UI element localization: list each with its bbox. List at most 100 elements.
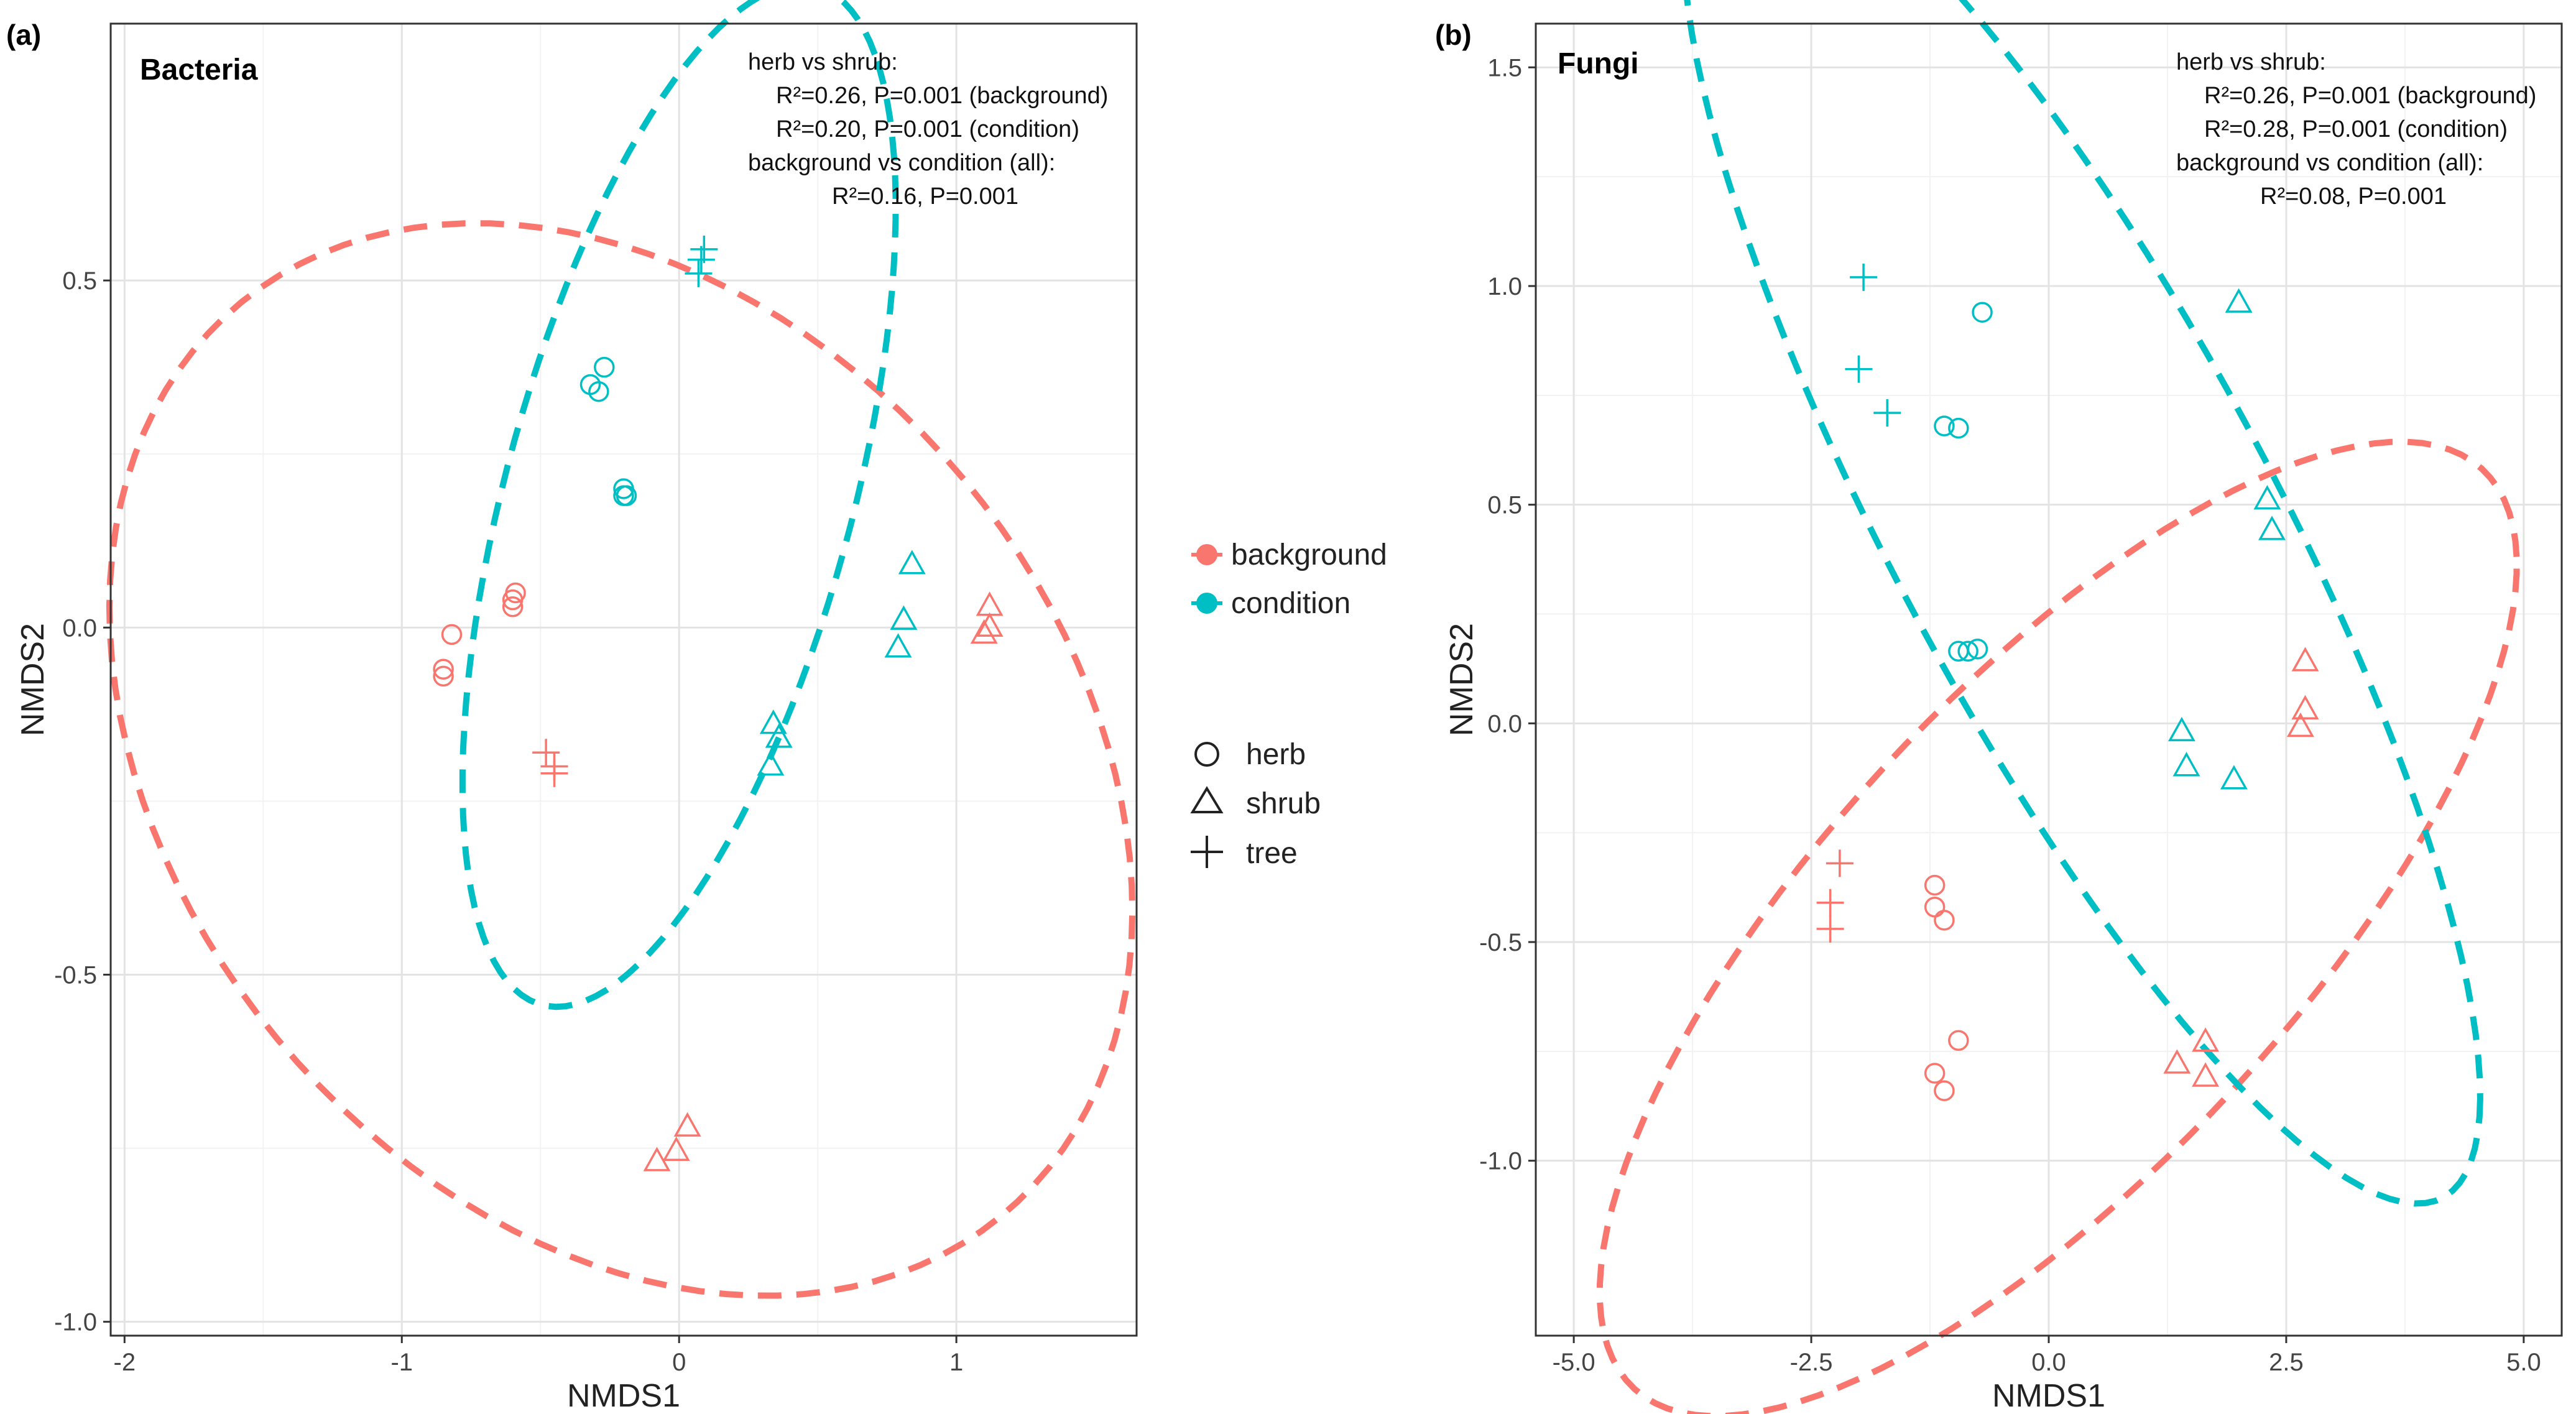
- panel-a-annot-3: R²=0.20, P=0.001 (condition): [776, 116, 1079, 142]
- panel-b-y-axis-title: NMDS2: [1444, 623, 1480, 736]
- x-tick-label: 0.0: [2031, 1349, 2066, 1376]
- y-tick-label: 1.5: [1487, 54, 1522, 81]
- y-tick-label: 1.0: [1487, 273, 1522, 300]
- legend-key-dot-background: [1196, 544, 1217, 565]
- panel-a-gridlines: [111, 24, 1137, 1336]
- ellipse-condition: [1684, 0, 2483, 1207]
- panel-a-tag: (a): [6, 19, 41, 51]
- legend-item-herb: herb: [1194, 738, 1306, 771]
- point-condition-herb: [1972, 302, 1993, 323]
- point-condition-herb: [1934, 415, 1955, 437]
- legend-label-background: background: [1231, 538, 1387, 571]
- panel-b-x-axis-title: NMDS1: [1992, 1378, 2105, 1414]
- panel-b-ellipses: [1597, 0, 2520, 1414]
- legend-herb-circle-icon: [1194, 742, 1219, 767]
- y-tick-label: 0.5: [62, 267, 97, 295]
- point-background-tree: [1826, 849, 1854, 877]
- point-background-tree: [1816, 915, 1844, 943]
- panel-b-annot-2: R²=0.26, P=0.001 (background): [2204, 83, 2536, 109]
- point-background-herb: [505, 582, 526, 604]
- panel-a-y-axis-title: NMDS2: [15, 623, 51, 736]
- point-background-shrub: [2163, 1049, 2191, 1074]
- y-tick-label: -0.5: [1479, 929, 1522, 956]
- legend-shrub-triangle-icon: [1190, 786, 1224, 813]
- point-background-shrub: [2291, 647, 2319, 672]
- point-condition-shrub: [890, 605, 918, 630]
- panel-b-x-axis: -5.0 -2.5 0.0 2.5 5.0: [1553, 1336, 2541, 1376]
- point-background-herb: [1934, 910, 1955, 931]
- point-background-tree: [1816, 889, 1844, 917]
- panel-b-annot-3: R²=0.28, P=0.001 (condition): [2204, 116, 2508, 142]
- point-background-herb: [1924, 1063, 1946, 1084]
- point-background-herb: [1934, 1080, 1955, 1101]
- x-tick-label: -2: [114, 1349, 136, 1376]
- panel-a-title: Bacteria: [140, 53, 258, 86]
- x-tick-label: -1: [390, 1349, 413, 1376]
- point-background-herb: [1948, 1030, 1969, 1051]
- y-tick-label: -0.5: [54, 961, 97, 989]
- point-condition-shrub: [2220, 765, 2248, 790]
- point-condition-herb: [1957, 640, 1978, 662]
- point-condition-tree: [687, 246, 715, 274]
- point-condition-shrub: [2253, 485, 2281, 510]
- y-tick-label: -1.0: [1479, 1148, 1522, 1175]
- point-condition-herb: [588, 381, 609, 402]
- panel-a-plot-area: [111, 24, 1137, 1336]
- y-tick-label: -1.0: [54, 1309, 97, 1336]
- panel-a-annot-1: herb vs shrub:: [748, 49, 898, 75]
- x-tick-label: 1: [949, 1349, 963, 1376]
- point-background-herb: [441, 624, 463, 645]
- point-background-herb: [502, 596, 524, 617]
- point-condition-herb: [1948, 640, 1969, 662]
- legend-label-herb: herb: [1246, 738, 1306, 771]
- legend-item-shrub: shrub: [1190, 786, 1321, 820]
- point-background-shrub: [976, 612, 1004, 637]
- panel-a-annot-4: background vs condition (all):: [748, 150, 1055, 176]
- point-condition-shrub: [759, 709, 787, 734]
- point-condition-herb: [1948, 417, 1969, 439]
- panel-b-annot-5: R²=0.08, P=0.001: [2260, 183, 2447, 210]
- panel-a-annot-5: R²=0.16, P=0.001: [832, 183, 1018, 210]
- point-condition-shrub: [2225, 288, 2253, 313]
- ellipse-condition: [459, 0, 899, 1010]
- panel-b-annot-4: background vs condition (all):: [2176, 150, 2483, 176]
- panel-a-annot-2: R²=0.26, P=0.001 (background): [776, 83, 1108, 109]
- point-background-shrub: [970, 619, 998, 644]
- panel-a-y-axis: -1.0 -0.5 0.0 0.5: [54, 267, 111, 1336]
- point-background-tree: [540, 759, 568, 787]
- panel-a-points: [433, 235, 1004, 1171]
- point-background-herb: [433, 665, 454, 687]
- legend-tree-plus-icon: [1191, 836, 1223, 868]
- legend-item-condition: condition: [1191, 587, 1350, 620]
- panel-b-gridlines: [1536, 24, 2562, 1336]
- panel-a-frame: [109, 22, 1138, 1337]
- legend-item-tree: tree: [1191, 836, 1298, 870]
- point-background-shrub: [2291, 695, 2319, 719]
- y-tick-label: 0.0: [1487, 710, 1522, 737]
- panel-a-annotations: herb vs shrub: R²=0.26, P=0.001 (backgro…: [748, 49, 1108, 210]
- point-background-shrub: [2192, 1062, 2220, 1087]
- point-condition-tree: [1873, 399, 1901, 427]
- panel-a-x-axis: -2 -1 0 1: [114, 1336, 963, 1376]
- point-condition-shrub: [757, 751, 785, 776]
- point-condition-shrub: [898, 550, 926, 575]
- point-background-tree: [532, 739, 560, 767]
- legend: background condition herb shrub tree: [1190, 538, 1387, 870]
- point-condition-tree: [690, 235, 718, 263]
- panel-b-annot-1: herb vs shrub:: [2176, 49, 2326, 75]
- y-tick-label: 0.5: [1487, 492, 1522, 519]
- point-condition-shrub: [884, 633, 912, 658]
- legend-label-shrub: shrub: [1246, 787, 1321, 820]
- legend-key-dot-condition: [1196, 593, 1217, 614]
- panel-b-annotations: herb vs shrub: R²=0.26, P=0.001 (backgro…: [2176, 49, 2536, 210]
- panel-b-y-axis: -1.0 -0.5 0.0 0.5 1.0 1.5: [1479, 54, 1536, 1175]
- point-condition-tree: [685, 259, 713, 287]
- point-background-shrub: [673, 1112, 701, 1137]
- y-tick-label: 0.0: [62, 614, 97, 642]
- point-background-shrub: [662, 1136, 690, 1161]
- legend-label-tree: tree: [1246, 837, 1298, 870]
- legend-item-background: background: [1191, 538, 1387, 571]
- x-tick-label: -2.5: [1790, 1349, 1833, 1376]
- panel-a-x-axis-title: NMDS1: [567, 1378, 680, 1414]
